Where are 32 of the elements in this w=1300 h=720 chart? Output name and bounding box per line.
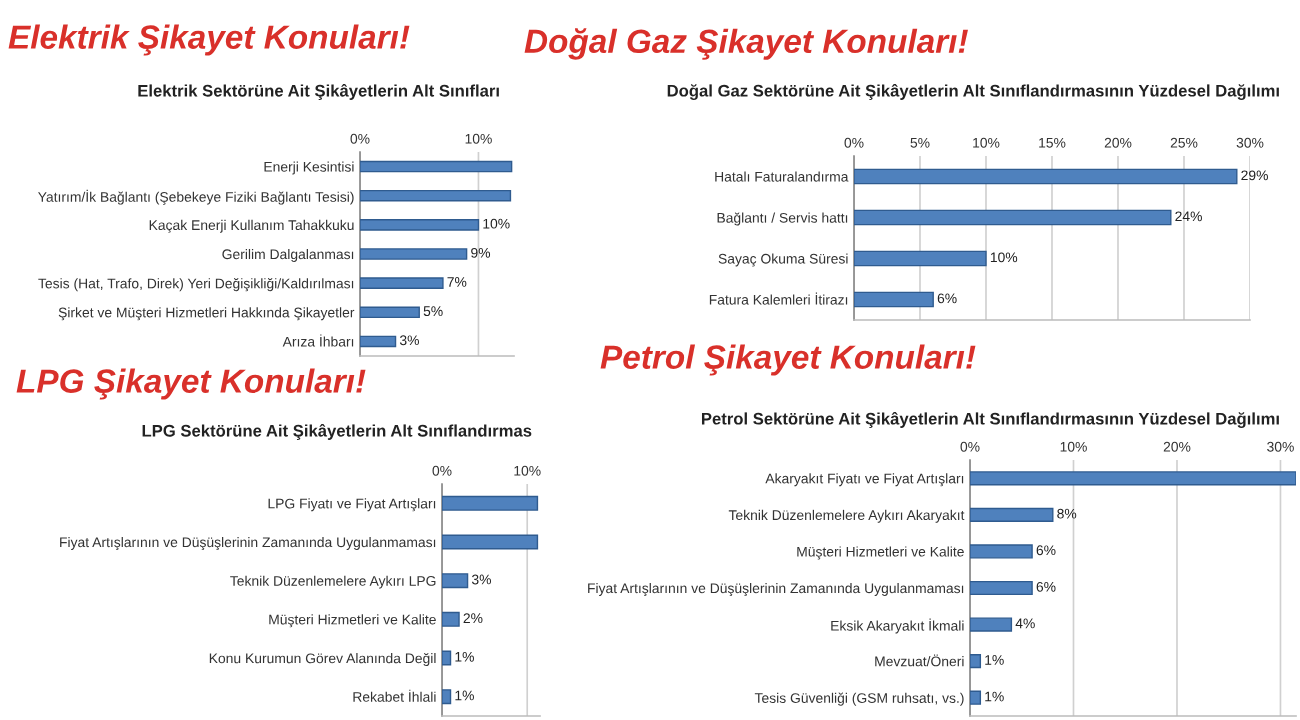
bar bbox=[360, 248, 468, 260]
chart-subtitle: Doğal Gaz Sektörüne Ait Şikâyetlerin Alt Sınıflandırmasının Yüzdesel Dağılımı bbox=[667, 84, 1279, 100]
chart-title: LPG Şikayet Konuları! bbox=[16, 368, 366, 400]
bar bbox=[360, 219, 480, 231]
bar bbox=[970, 690, 982, 705]
bar bbox=[442, 573, 469, 589]
bar bbox=[854, 168, 1238, 185]
bar bbox=[970, 654, 982, 669]
bar bbox=[970, 544, 1033, 559]
bar bbox=[854, 250, 987, 267]
bar bbox=[970, 580, 1033, 596]
chart-title: Elektrik Şikayet Konuları! bbox=[8, 24, 410, 56]
bar bbox=[442, 611, 460, 627]
bar bbox=[854, 291, 934, 308]
bar bbox=[854, 209, 1172, 226]
bar bbox=[970, 471, 1296, 486]
bar bbox=[442, 495, 539, 511]
bar bbox=[360, 189, 512, 202]
bar bbox=[970, 617, 1013, 632]
bar bbox=[970, 507, 1054, 522]
chart-subtitle: Petrol Sektörüne Ait Şikâyetlerin Alt Sınıflandırmasının Yüzdesel Dağılımı bbox=[701, 412, 1279, 428]
chart-title: Doğal Gaz Şikayet Konuları! bbox=[524, 28, 968, 60]
chart-subtitle: Elektrik Sektörüne Ait Şikâyetlerin Alt Sınıfları bbox=[138, 84, 499, 100]
chart-subtitle: LPG Sektörüne Ait Şikâyetlerin Alt Sınıflandırmas bbox=[142, 424, 532, 440]
bar bbox=[442, 650, 452, 666]
bar bbox=[360, 160, 513, 173]
chart-title: Petrol Şikayet Konuları! bbox=[600, 344, 976, 376]
bar bbox=[360, 277, 444, 289]
bar bbox=[360, 306, 420, 319]
bar bbox=[360, 335, 397, 348]
bar bbox=[442, 534, 539, 550]
bar bbox=[442, 689, 452, 705]
